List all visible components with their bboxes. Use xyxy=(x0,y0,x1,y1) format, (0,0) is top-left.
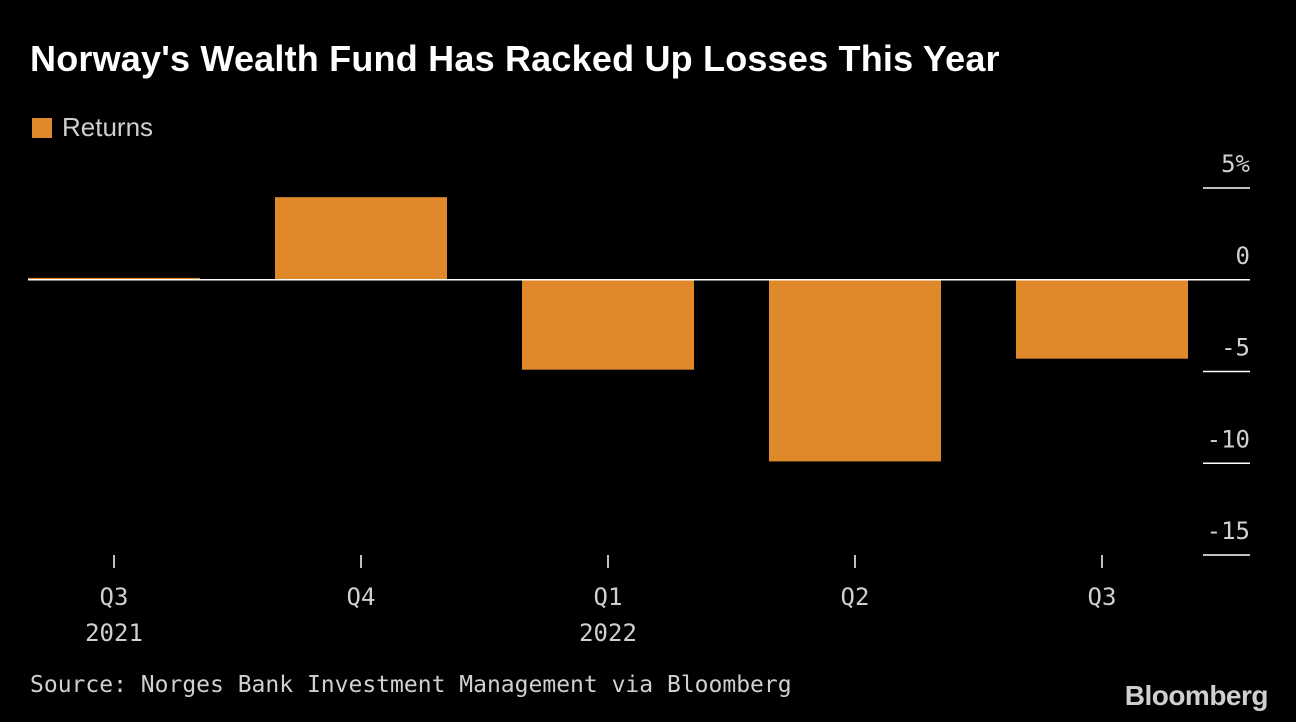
bar-q1-2 xyxy=(522,279,694,370)
chart-title: Norway's Wealth Fund Has Racked Up Losse… xyxy=(30,38,1000,79)
y-tick-label: -10 xyxy=(1207,425,1250,453)
x-tick-label: Q4 xyxy=(347,583,376,611)
x-tick-label: Q1 xyxy=(594,583,623,611)
source-note: Source: Norges Bank Investment Managemen… xyxy=(30,672,792,698)
y-tick-label: -15 xyxy=(1207,517,1250,545)
bar-q3-4 xyxy=(1016,279,1188,359)
legend-label-returns: Returns xyxy=(62,112,154,142)
legend: Returns xyxy=(32,112,153,143)
bar-q3-0 xyxy=(28,277,200,280)
x-tick-label: Q3 xyxy=(100,583,129,611)
bar-q2-3 xyxy=(769,279,941,462)
bar-q4-1 xyxy=(275,197,447,280)
bloomberg-logo: Bloomberg xyxy=(1124,680,1269,711)
y-tick-label: -5 xyxy=(1221,334,1250,362)
x-tick-label: Q2 xyxy=(841,583,870,611)
y-tick-label: 5% xyxy=(1221,150,1250,178)
x-year-label: 2021 xyxy=(85,619,143,647)
legend-swatch-returns xyxy=(32,117,52,138)
x-tick-label: Q3 xyxy=(1088,583,1117,611)
y-tick-label: 0 xyxy=(1236,242,1250,270)
x-year-label: 2022 xyxy=(579,619,637,647)
